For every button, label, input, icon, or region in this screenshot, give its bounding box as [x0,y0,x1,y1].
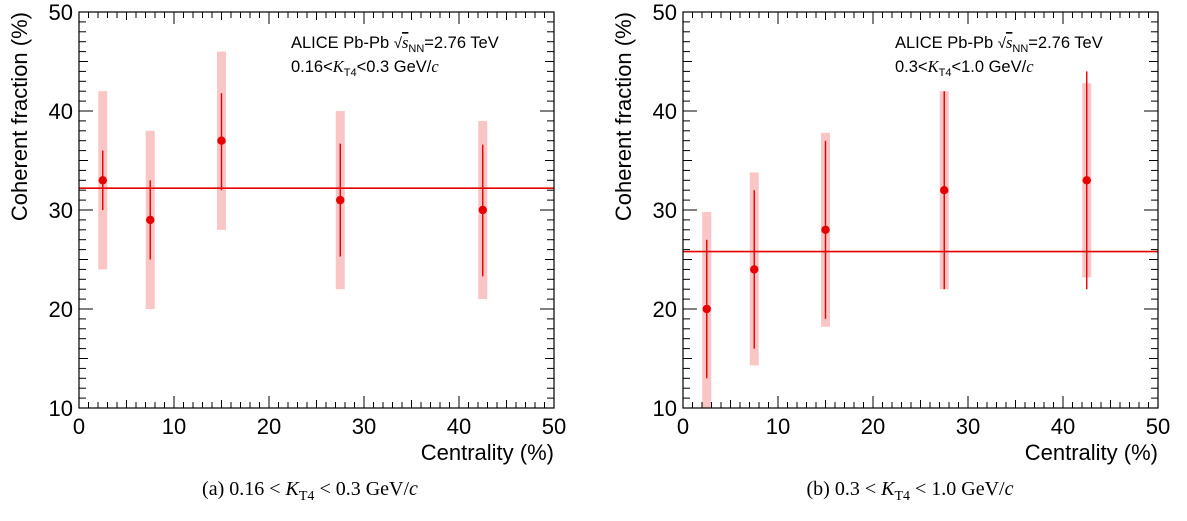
y-axis-label: Coherent fraction (%) [611,12,636,221]
caption-unit-c: c [1004,478,1014,500]
caption-lo: 0.3 [834,478,860,500]
caption-var: K [285,478,299,500]
caption-b: (b) 0.3 < KT4 < 1.0 GeV/c [806,478,1014,504]
y-axis-label: Coherent fraction (%) [7,12,32,221]
caption-label: (a) [202,478,225,500]
x-tick-label: 10 [766,414,790,439]
data-point [478,205,487,215]
data-point [98,176,107,185]
y-tick-label: 10 [653,396,677,421]
x-tick-label: 30 [956,414,980,439]
y-tick-label: 40 [49,99,73,124]
caption-label: (b) [806,478,830,500]
y-tick-label: 30 [49,198,73,223]
x-tick-label: 40 [447,414,471,439]
x-tick-label: 10 [162,414,186,439]
legend-range-unit: c [431,57,439,76]
x-tick-label: 50 [542,414,566,439]
x-tick-label: 0 [73,414,85,439]
legend-range-hi: <0.3 GeV/ [357,58,432,76]
legend-experiment: ALICE Pb-Pb [291,34,394,52]
caption-sub: T4 [894,489,910,504]
sqrt-sub: NN [1012,43,1028,55]
y-tick-label: 50 [49,0,73,25]
x-tick-label: 20 [257,414,281,439]
caption-unit-c: c [409,478,418,500]
sqrt-sign: √ [998,35,1007,52]
legend-line-1: ALICE Pb-Pb √sNN=2.76 TeV [895,33,1103,55]
legend-range-lo: 0.16< [291,58,333,76]
legend-range-hi: <1.0 GeV/ [951,58,1026,76]
sqrt-s: s [402,33,408,52]
data-point [940,186,949,195]
legend-experiment: ALICE Pb-Pb [895,34,998,52]
caption-unit: GeV/ [365,478,410,500]
y-tick-label: 20 [653,297,677,322]
sqrt-sub: NN [408,43,424,55]
y-tick-label: 50 [653,0,677,25]
caption-a: (a) 0.16 < KT4 < 0.3 GeV/c [202,478,418,504]
caption-unit: GeV/ [961,478,1005,500]
sqrt-sign: √ [394,35,403,52]
legend-range-var: K [332,57,345,76]
caption-sub: T4 [298,489,315,504]
x-tick-label: 20 [861,414,885,439]
caption-hi: 0.3 [335,478,361,500]
x-axis-label: Centrality (%) [1025,440,1158,465]
x-tick-label: 30 [352,414,376,439]
legend-line-2: 0.16<KT4<0.3 GeV/c [291,57,439,79]
x-axis-label: Centrality (%) [421,440,554,465]
data-point [217,136,226,145]
legend-range-sub: T4 [344,67,357,79]
data-point [146,215,155,225]
y-tick-label: 30 [653,198,677,223]
data-point [821,225,830,234]
legend-range-var: K [927,57,940,76]
caption-lo: 0.16 [229,478,265,500]
y-tick-label: 10 [49,396,73,421]
data-point [702,304,711,314]
x-tick-label: 50 [1146,414,1170,439]
y-tick-label: 40 [653,99,677,124]
legend-range-sub: T4 [939,67,952,79]
data-point [750,265,759,274]
data-point [1082,176,1091,185]
y-tick-label: 20 [49,297,73,322]
legend-range-lo: 0.3< [895,58,928,76]
legend-energy: =2.76 TeV [424,34,498,52]
sqrt-s: s [1006,33,1012,52]
caption-var: K [881,478,895,500]
x-tick-label: 40 [1051,414,1075,439]
legend-range-unit: c [1026,57,1034,76]
legend-line-2: 0.3<KT4<1.0 GeV/c [895,57,1034,79]
x-tick-label: 0 [677,414,689,439]
data-point [336,195,345,205]
legend-energy: =2.76 TeV [1028,34,1102,52]
caption-hi: 1.0 [931,478,957,500]
legend-line-1: ALICE Pb-Pb √sNN=2.76 TeV [291,33,499,55]
